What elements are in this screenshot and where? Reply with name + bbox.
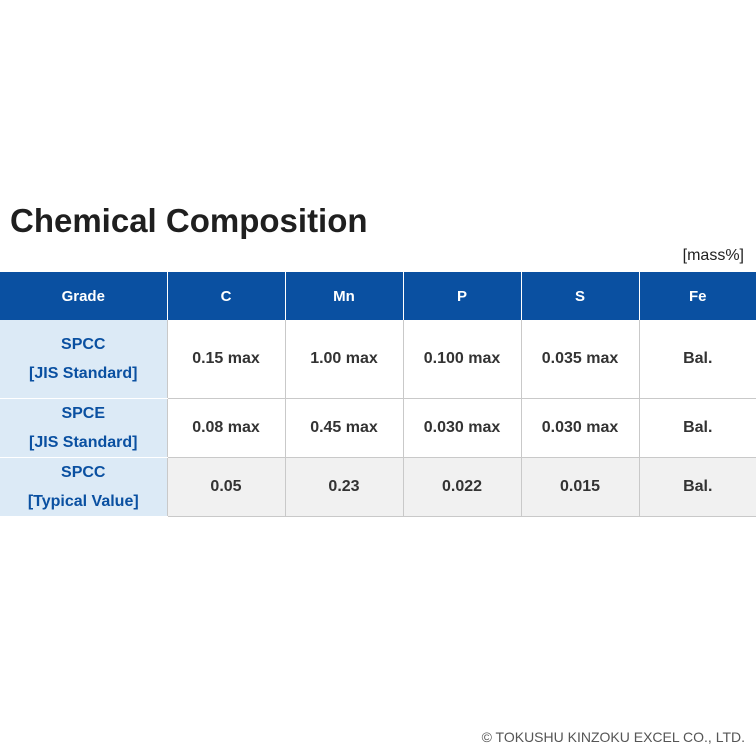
- value-p: 0.030 max: [402, 398, 521, 458]
- unit-label: [mass%]: [682, 247, 744, 264]
- composition-table: Grade C Mn P S Fe SPCC [JIS Standard] 0.…: [0, 272, 756, 517]
- grade-cell: SPCC [JIS Standard]: [0, 320, 167, 399]
- header-mn: Mn: [284, 272, 403, 320]
- header-p: P: [402, 272, 521, 320]
- value-mn: 0.45 max: [284, 398, 403, 458]
- value-s: 0.015: [520, 457, 639, 517]
- value-fe: Bal.: [638, 398, 756, 458]
- grade-name: SPCC: [61, 464, 106, 481]
- table-row: SPCC [Typical Value] 0.05 0.23 0.022 0.0…: [0, 457, 756, 517]
- value-c: 0.05: [166, 457, 285, 517]
- value-mn: 0.23: [284, 457, 403, 517]
- table-row: SPCC [JIS Standard] 0.15 max 1.00 max 0.…: [0, 320, 756, 399]
- grade-standard: [JIS Standard]: [29, 434, 138, 451]
- grade-standard: [Typical Value]: [27, 493, 139, 510]
- value-s: 0.035 max: [520, 320, 639, 399]
- value-c: 0.15 max: [166, 320, 285, 399]
- value-p: 0.100 max: [402, 320, 521, 399]
- value-fe: Bal.: [638, 320, 756, 399]
- value-p: 0.022: [402, 457, 521, 517]
- copyright-footer: © TOKUSHU KINZOKU EXCEL CO., LTD.: [481, 729, 745, 745]
- value-fe: Bal.: [638, 457, 756, 517]
- grade-cell: SPCC [Typical Value]: [0, 457, 167, 517]
- grade-name: SPCC: [61, 336, 106, 353]
- table-header-row: Grade C Mn P S Fe: [0, 272, 756, 320]
- grade-cell: SPCE [JIS Standard]: [0, 398, 167, 458]
- table-row: SPCE [JIS Standard] 0.08 max 0.45 max 0.…: [0, 398, 756, 458]
- header-fe: Fe: [638, 272, 756, 320]
- value-s: 0.030 max: [520, 398, 639, 458]
- header-c: C: [166, 272, 285, 320]
- value-c: 0.08 max: [166, 398, 285, 458]
- header-s: S: [520, 272, 639, 320]
- grade-standard: [JIS Standard]: [29, 365, 138, 382]
- header-grade: Grade: [0, 272, 167, 320]
- grade-name: SPCE: [61, 405, 106, 422]
- value-mn: 1.00 max: [284, 320, 403, 399]
- page-title: Chemical Composition: [10, 202, 368, 239]
